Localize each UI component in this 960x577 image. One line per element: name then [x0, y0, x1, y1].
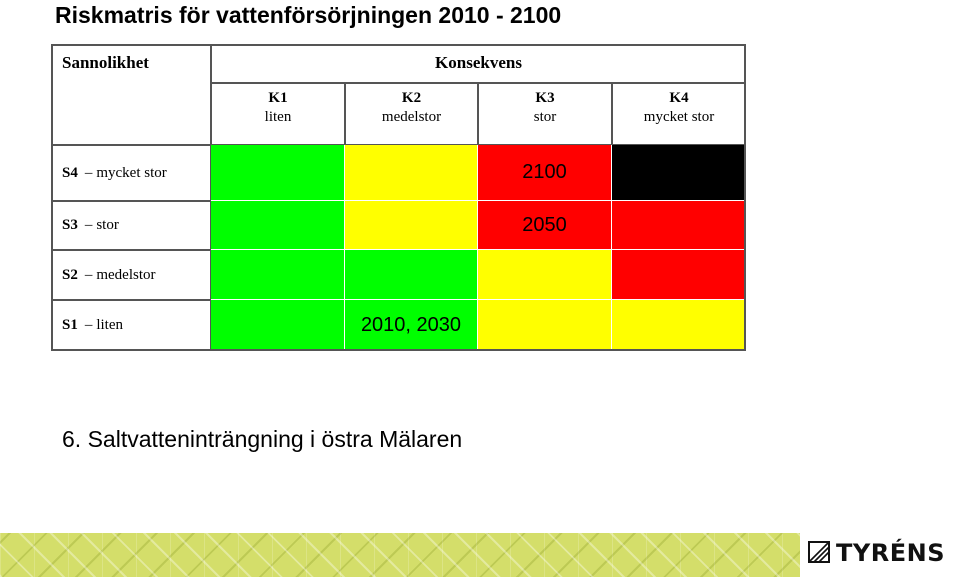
column-code: K3	[535, 90, 555, 106]
column-header-k2: K2 medelstor	[345, 83, 478, 145]
risk-cell-s1-k1	[211, 300, 345, 351]
row-label: liten	[96, 317, 124, 333]
logo-wordmark: TYRÉNS	[836, 539, 945, 567]
row-label: stor	[96, 217, 119, 233]
row-code: S3	[62, 217, 78, 233]
row-header-s4: S4 – mycket stor	[51, 145, 211, 201]
column-label: liten	[264, 109, 292, 125]
tyrens-logo-icon	[808, 541, 830, 563]
row-code: S1	[62, 317, 78, 333]
risk-cell-s4-k4	[612, 145, 746, 201]
column-header-k3: K3 stor	[478, 83, 612, 145]
row-dash: –	[84, 164, 93, 181]
row-code: S4	[62, 164, 78, 181]
risk-cell-s1-k3	[478, 300, 612, 351]
risk-cell-s1-k2: 2010, 2030	[345, 300, 478, 351]
column-code: K1	[268, 90, 288, 106]
year-mark-label: 2100	[522, 161, 567, 183]
risk-cell-s3-k2	[345, 201, 478, 250]
column-label: mycket stor	[643, 109, 715, 125]
year-mark-label: 2050	[522, 213, 567, 236]
row-axis-header: Sannolikhet	[51, 44, 211, 145]
risk-cell-s1-k4	[612, 300, 746, 351]
risk-matrix: Sannolikhet Konsekvens K1 liten K2 medel…	[51, 44, 746, 351]
col-axis-header-label: Konsekvens	[435, 53, 522, 72]
column-label: medelstor	[381, 109, 442, 125]
row-dash: –	[84, 317, 93, 333]
risk-cell-s3-k1	[211, 201, 345, 250]
footer-band: TYRÉNS	[0, 533, 960, 577]
column-code: K4	[669, 90, 689, 106]
row-code: S2	[62, 266, 78, 283]
risk-cell-s2-k1	[211, 250, 345, 300]
risk-cell-s3-k4	[612, 201, 746, 250]
column-label: stor	[533, 109, 557, 125]
column-header-k1: K1 liten	[211, 83, 345, 145]
row-label: medelstor	[96, 266, 156, 283]
year-mark-label: 2010, 2030	[360, 313, 462, 336]
col-axis-header: Konsekvens	[211, 44, 746, 83]
row-label: mycket stor	[96, 164, 167, 181]
risk-cell-s4-k3: 2100	[478, 145, 612, 201]
scenario-caption: 6. Saltvatteninträngning i östra Mälaren	[62, 426, 463, 452]
risk-cell-s2-k3	[478, 250, 612, 300]
risk-cell-s3-k3: 2050	[478, 201, 612, 250]
row-header-s1: S1 – liten	[51, 300, 211, 351]
row-header-s2: S2 – medelstor	[51, 250, 211, 300]
risk-cell-s2-k4	[612, 250, 746, 300]
risk-cell-s2-k2	[345, 250, 478, 300]
column-header-k4: K4 mycket stor	[612, 83, 746, 145]
risk-cell-s4-k2	[345, 145, 478, 201]
row-dash: –	[84, 266, 93, 283]
column-code: K2	[401, 90, 422, 106]
row-axis-header-label: Sannolikhet	[62, 53, 149, 72]
risk-cell-s4-k1	[211, 145, 345, 201]
page-title: Riskmatris för vattenförsörjningen 2010 …	[55, 2, 562, 28]
row-dash: –	[84, 217, 93, 233]
footer-logo: TYRÉNS	[800, 533, 960, 577]
row-header-s3: S3 – stor	[51, 201, 211, 250]
